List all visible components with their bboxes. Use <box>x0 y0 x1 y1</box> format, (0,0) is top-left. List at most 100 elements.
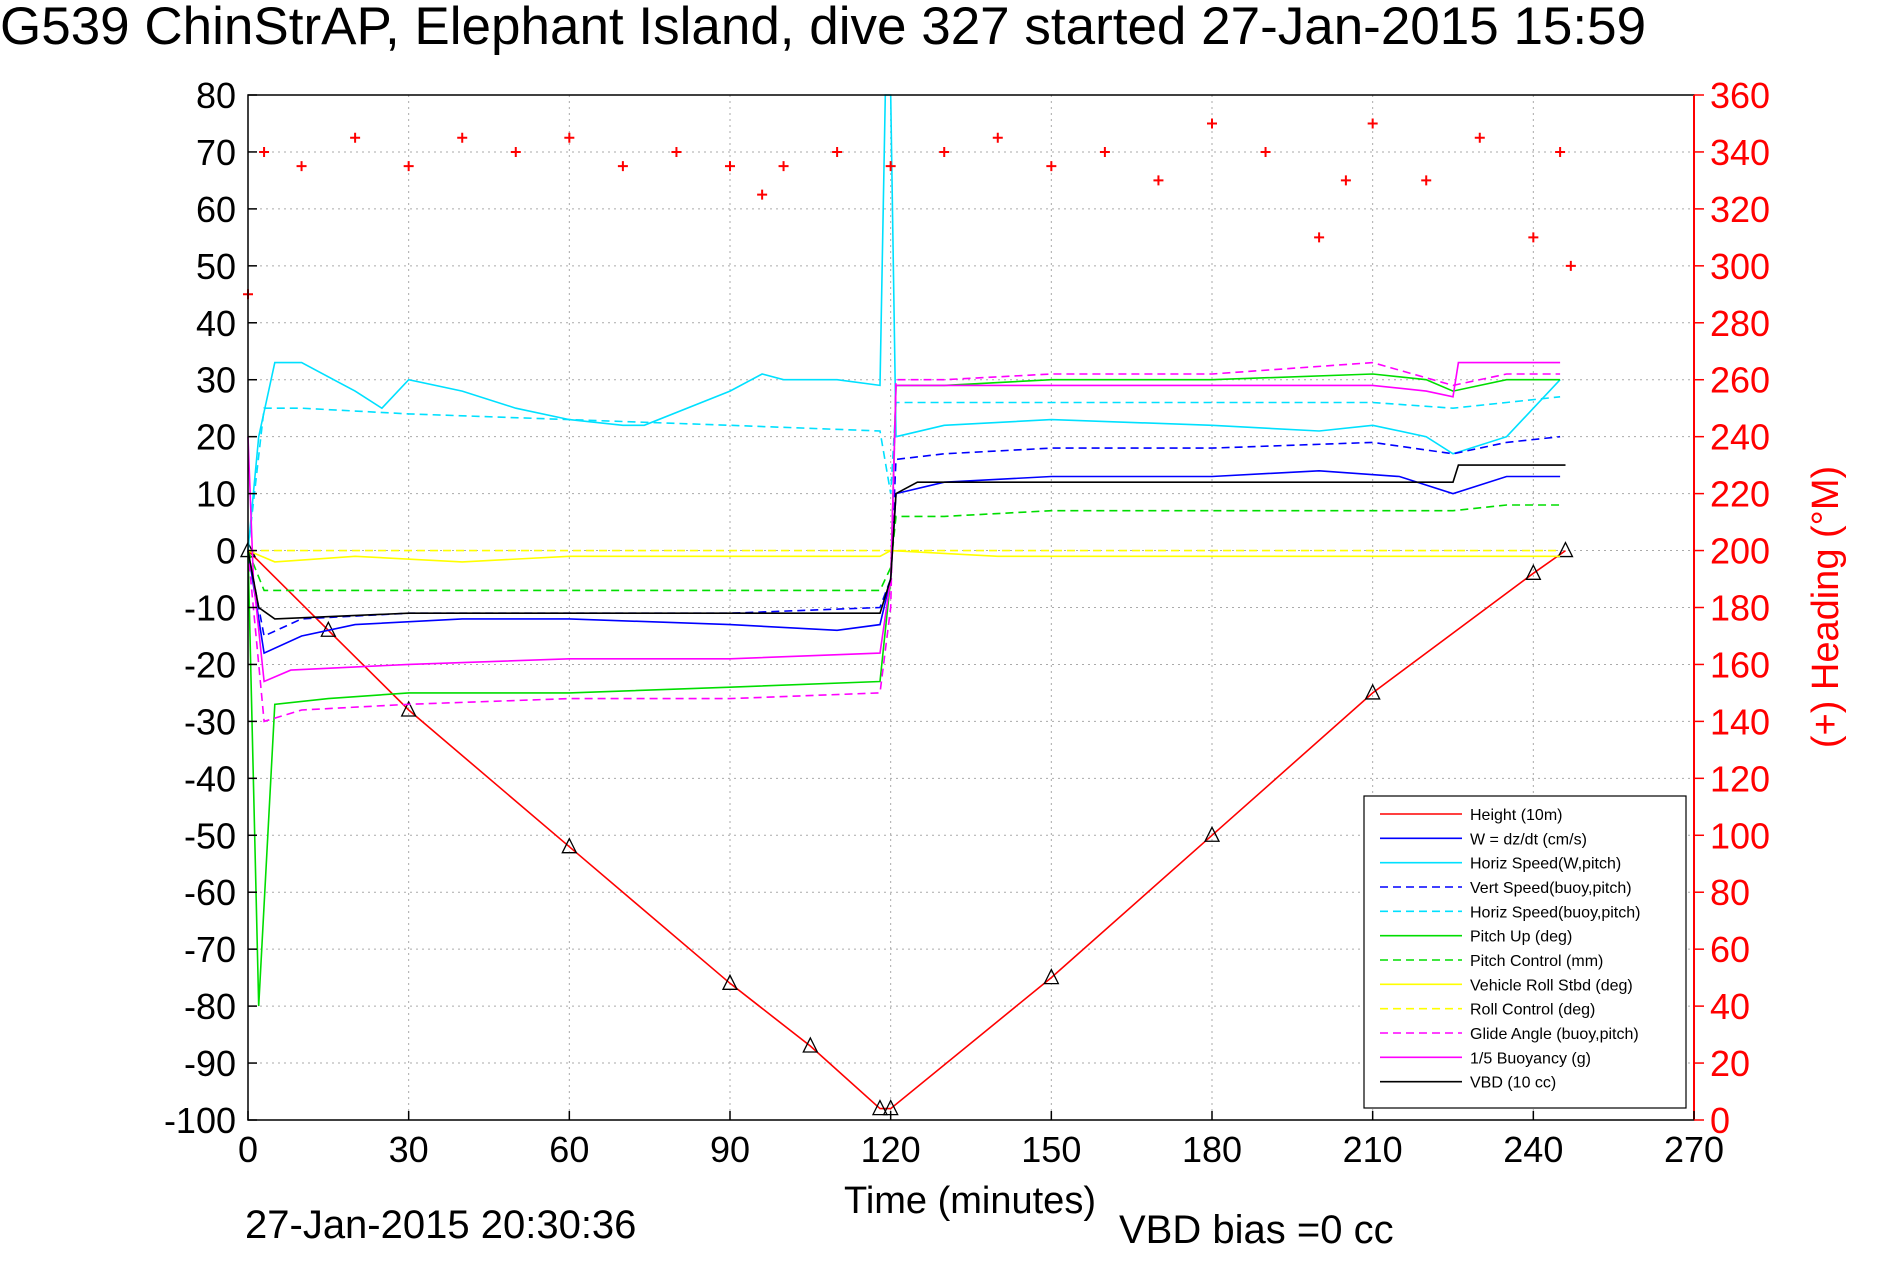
legend-label: Pitch Up (deg) <box>1470 929 1572 946</box>
heading-point <box>1260 146 1271 157</box>
heading-point <box>1367 118 1378 129</box>
y-right-tick-label: 360 <box>1710 75 1770 116</box>
series-line-height-10m <box>247 549 1566 1110</box>
heading-point <box>885 161 896 172</box>
legend-label: Vert Speed(buoy,pitch) <box>1470 880 1632 897</box>
heading-point <box>457 132 468 143</box>
footer-timestamp: 27-Jan-2015 20:30:36 <box>245 1203 637 1247</box>
height-marker <box>1557 541 1574 558</box>
x-tick-label: 240 <box>1503 1129 1563 1170</box>
y-right-tick-label: 340 <box>1710 132 1770 173</box>
heading-point <box>832 146 843 157</box>
x-tick-label: 150 <box>1021 1129 1081 1170</box>
heading-point <box>564 132 575 143</box>
heading-markers <box>243 118 1576 300</box>
y-tick-label: 50 <box>196 246 236 287</box>
legend-box <box>1363 795 1687 1109</box>
y-tick-label: -70 <box>184 929 236 970</box>
y-right-tick-label: 60 <box>1710 929 1750 970</box>
y-tick-label: 80 <box>196 75 236 116</box>
legend: Height (10m) W = dz/dt (cm/s) Horiz Speed(… <box>1363 795 1687 1109</box>
height-marker <box>1364 683 1381 700</box>
heading-point <box>1314 232 1325 243</box>
legend-label: VBD (10 cc) <box>1470 1075 1556 1092</box>
heading-point <box>1565 260 1576 271</box>
legend-label: 1/5 Buoyancy (g) <box>1470 1050 1591 1067</box>
heading-point <box>992 132 1003 143</box>
height-marker <box>871 1099 889 1116</box>
heading-point <box>1153 175 1164 186</box>
height-marker <box>802 1036 819 1053</box>
heading-point <box>296 161 307 172</box>
y-right-tick-label: 120 <box>1710 758 1770 799</box>
y-right-tick-label: 300 <box>1710 246 1770 287</box>
footer-vbd-bias: VBD bias =0 cc <box>1119 1208 1394 1252</box>
heading-point <box>1528 232 1539 243</box>
x-tick-label: 30 <box>389 1129 429 1170</box>
y-tick-label: -30 <box>184 701 236 742</box>
x-tick-label: 90 <box>710 1129 750 1170</box>
y-right-tick-label: 240 <box>1710 417 1770 458</box>
height-marker <box>400 700 417 717</box>
legend-label: Horiz Speed(W,pitch) <box>1470 856 1621 873</box>
series-line-1-5-buoyancy-g <box>247 361 1561 683</box>
y-tick-label: -20 <box>184 644 236 685</box>
y-tick-label: 0 <box>216 531 236 572</box>
heading-point <box>617 161 628 172</box>
heading-point <box>403 161 414 172</box>
y-tick-label: -60 <box>184 872 236 913</box>
y-tick-label: 30 <box>196 360 236 401</box>
y-tick-label: -10 <box>184 588 236 629</box>
y-right-tick-label: 80 <box>1710 872 1750 913</box>
x-tick-label: 180 <box>1182 1129 1242 1170</box>
legend-label: Roll Control (deg) <box>1470 1002 1595 1019</box>
series-line-vehicle-roll-stbd-deg <box>247 549 1561 563</box>
heading-point <box>259 146 270 157</box>
y-right-tick-label: 100 <box>1710 815 1770 856</box>
legend-label: Horiz Speed(buoy,pitch) <box>1470 904 1640 921</box>
y-tick-label: -100 <box>164 1100 236 1141</box>
x-tick-label: 270 <box>1664 1129 1724 1170</box>
heading-point <box>1099 146 1110 157</box>
heading-point <box>1046 161 1057 172</box>
heading-point <box>1555 146 1566 157</box>
y-right-tick-label: 200 <box>1710 531 1770 572</box>
y-right-tick-label: 40 <box>1710 986 1750 1027</box>
height-marker <box>1203 825 1221 842</box>
series-line-horiz-speed-buoy-pitch <box>247 396 1561 551</box>
height-marker <box>1043 968 1060 985</box>
heading-point <box>725 161 735 172</box>
height-marker <box>721 973 739 990</box>
chart-title: G539 ChinStrAP, Elephant Island, dive 32… <box>0 0 1647 56</box>
x-axis-label: Time (minutes) <box>844 1180 1096 1222</box>
heading-point <box>1421 175 1432 186</box>
y-tick-label: -40 <box>184 758 236 799</box>
y-right-tick-label: 220 <box>1710 474 1770 515</box>
y-right-tick-label: 280 <box>1710 303 1770 344</box>
y-right-tick-label: 140 <box>1710 701 1770 742</box>
x-tick-label: 60 <box>549 1129 589 1170</box>
x-tick-label: 0 <box>238 1129 258 1170</box>
legend-label: Pitch Control (mm) <box>1470 953 1603 970</box>
legend-label: Height (10m) <box>1470 807 1562 824</box>
y-right-tick-label: 20 <box>1710 1043 1750 1084</box>
y-right-tick-label: 160 <box>1710 644 1770 685</box>
x-tick-label: 210 <box>1343 1129 1403 1170</box>
heading-point <box>757 189 768 200</box>
y-tick-label: 20 <box>196 417 236 458</box>
y-right-tick-label: 260 <box>1710 360 1770 401</box>
heading-point <box>350 132 361 143</box>
y-tick-label: 10 <box>196 474 236 515</box>
x-tick-label: 120 <box>861 1129 921 1170</box>
series-line-horiz-speed-w-pitch <box>247 94 1561 551</box>
heading-point <box>510 146 521 157</box>
y-tick-label: 70 <box>196 132 236 173</box>
heading-point <box>778 161 789 172</box>
heading-point <box>939 146 950 157</box>
series-line-pitch-control-mm <box>247 504 1561 592</box>
y-right-tick-label: 320 <box>1710 189 1770 230</box>
y-tick-label: -90 <box>184 1043 236 1084</box>
legend-label: Vehicle Roll Stbd (deg) <box>1470 977 1633 994</box>
series-line-vbd-10-cc <box>247 464 1566 620</box>
